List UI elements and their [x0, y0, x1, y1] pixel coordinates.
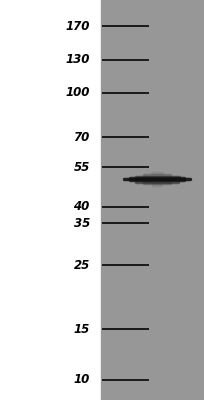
Bar: [101, 0, 204, 400]
Text: 70: 70: [73, 130, 90, 144]
Text: 10: 10: [73, 373, 90, 386]
Text: 15: 15: [73, 323, 90, 336]
Text: 55: 55: [73, 161, 90, 174]
Text: 100: 100: [65, 86, 90, 99]
Text: 170: 170: [65, 20, 90, 33]
Text: 35: 35: [73, 217, 90, 230]
Text: 25: 25: [73, 259, 90, 272]
Text: 130: 130: [65, 53, 90, 66]
Text: 40: 40: [73, 200, 90, 213]
